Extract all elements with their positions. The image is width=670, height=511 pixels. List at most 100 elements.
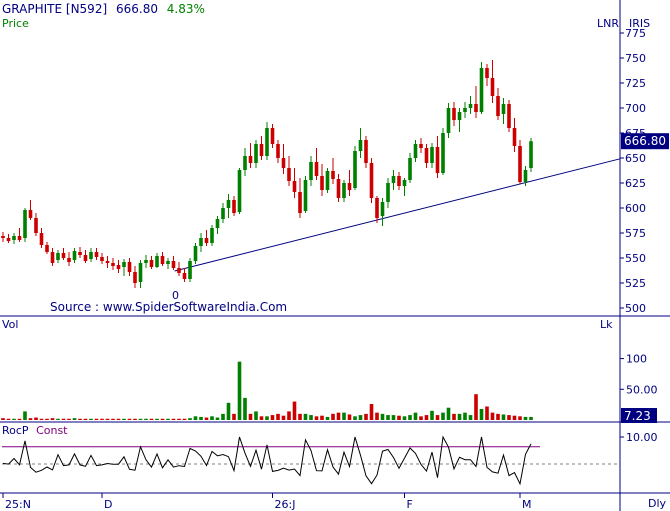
volume-bar — [446, 407, 451, 420]
candle-body — [116, 265, 121, 269]
volume-bar — [441, 412, 445, 420]
rocp-param-label: Const — [36, 424, 68, 437]
volume-bar — [100, 418, 104, 420]
volume-bar — [199, 416, 203, 420]
volume-bar — [78, 418, 82, 420]
volume-bar — [50, 418, 55, 420]
volume-bar — [468, 415, 473, 420]
candle-body — [188, 261, 192, 279]
volume-bar — [160, 418, 165, 420]
volume-bar — [72, 418, 77, 420]
last-price-badge-text: 666.80 — [624, 134, 666, 148]
candle-body — [61, 253, 66, 258]
volume-unit-label: Lk — [600, 318, 613, 331]
volume-bar — [292, 401, 297, 420]
candle-body — [463, 108, 467, 112]
candle-body — [133, 272, 137, 283]
candle-body — [193, 246, 198, 261]
volume-bar — [358, 415, 363, 420]
candle-body — [292, 181, 297, 192]
volume-bar — [479, 408, 484, 420]
candle-body — [1, 236, 5, 238]
x-axis-tick-label: D — [104, 498, 112, 511]
volume-bar — [166, 418, 170, 420]
candle-body — [298, 192, 302, 213]
candle-body — [204, 238, 209, 243]
volume-bar — [116, 418, 121, 420]
price-tick-label: 775 — [625, 27, 646, 40]
scale-tag-iris: IRIS — [629, 17, 651, 30]
period-label: Dly — [648, 497, 667, 510]
candle-body — [39, 233, 44, 245]
candle-body — [320, 176, 324, 190]
volume-bar — [463, 412, 467, 420]
price-tick-label: 600 — [625, 202, 646, 215]
volume-bar — [320, 415, 324, 420]
candle-body — [490, 78, 495, 96]
candle-body — [72, 251, 77, 260]
candle-body — [160, 256, 165, 264]
candle-body — [67, 258, 71, 262]
candle-body — [215, 219, 220, 228]
volume-bar — [408, 415, 412, 420]
candle-body — [270, 128, 275, 144]
candle-body — [424, 148, 429, 163]
price-panel-label: Price — [2, 17, 29, 30]
volume-bar — [34, 417, 38, 420]
rocp-line — [2, 435, 532, 486]
volume-tick-label: 50.00 — [626, 383, 658, 396]
volume-bar — [232, 413, 236, 420]
volume-bar — [237, 361, 242, 420]
candle-body — [287, 168, 291, 181]
candle-body — [386, 183, 390, 202]
volume-bar — [413, 412, 418, 420]
source-caption: Source : www.SpiderSoftwareIndia.Com — [50, 300, 288, 314]
candle-body — [281, 158, 286, 168]
candle-body — [127, 262, 132, 272]
candle-body — [28, 210, 33, 218]
candle-body — [446, 108, 451, 133]
candle-body — [226, 200, 231, 208]
volume-bar — [402, 416, 407, 420]
candle-body — [452, 108, 456, 120]
volume-bar — [375, 412, 379, 420]
volume-bar — [177, 418, 181, 420]
volume-bar — [281, 415, 286, 420]
candle-body — [347, 183, 352, 190]
candle-body — [144, 260, 148, 263]
price-tick-label: 700 — [625, 102, 646, 115]
volume-bar — [507, 415, 511, 420]
volume-bar — [221, 413, 225, 420]
candle-body — [523, 170, 528, 182]
candle-body — [457, 112, 462, 120]
volume-bar — [490, 412, 495, 420]
volume-bar — [105, 418, 110, 420]
candle-body — [56, 253, 60, 260]
candle-body — [122, 262, 126, 267]
volume-bar — [67, 418, 71, 420]
candle-body — [232, 200, 236, 213]
candle-body — [221, 208, 225, 219]
candle-body — [34, 218, 38, 233]
volume-bar — [309, 415, 313, 420]
volume-bar — [331, 413, 335, 420]
candle-body — [83, 255, 88, 261]
volume-bar — [419, 416, 423, 420]
volume-bar — [28, 418, 33, 420]
volume-bar — [61, 418, 66, 420]
volume-bar — [501, 414, 506, 420]
volume-bar — [12, 418, 16, 420]
candle-body — [468, 104, 473, 108]
volume-bar — [171, 418, 176, 420]
volume-bar — [23, 411, 27, 420]
x-axis-tick-label: M — [522, 498, 532, 511]
last-price: 666.80 — [115, 2, 158, 16]
scale-tag-lnr: LNR — [597, 17, 619, 30]
volume-bar — [254, 411, 258, 420]
candle-body — [496, 96, 500, 116]
volume-bar — [1, 418, 5, 420]
volume-bar — [94, 418, 99, 420]
volume-bar — [518, 416, 522, 420]
candle-body — [402, 180, 407, 186]
candle-body — [485, 68, 489, 78]
